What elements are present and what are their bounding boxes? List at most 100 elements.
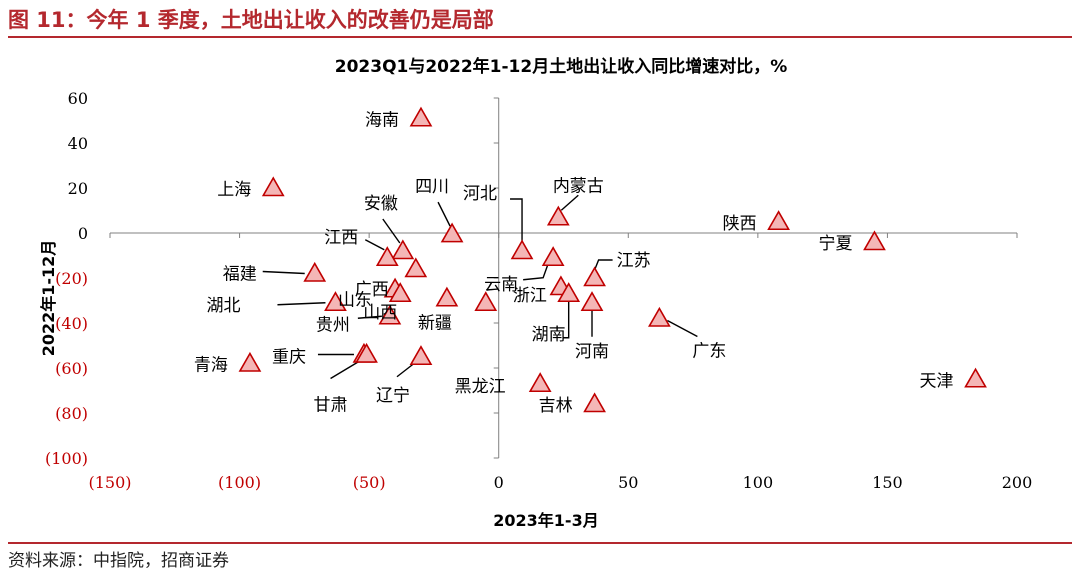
y-tick-label: 20 [68, 179, 88, 198]
point-marker [510, 239, 534, 260]
point-label: 山东 [338, 290, 372, 310]
point-label: 安徽 [364, 194, 398, 214]
point-label: 湖北 [206, 296, 240, 316]
point-marker [409, 345, 433, 366]
point-label: 广东 [692, 342, 726, 362]
point-marker [355, 342, 378, 363]
point-label: 四川 [415, 177, 449, 197]
point-marker [863, 230, 886, 251]
leader-line [523, 263, 549, 281]
leader-line [357, 315, 382, 319]
point-marker [557, 282, 581, 303]
point-marker [238, 351, 262, 372]
point-marker [324, 291, 347, 312]
point-marker [388, 282, 412, 303]
header-divider [8, 36, 1072, 38]
point-label: 江苏 [617, 251, 651, 271]
y-tick-label: 40 [68, 134, 88, 153]
leader-line [277, 302, 326, 306]
point-label: 海南 [365, 110, 399, 130]
point-marker [541, 246, 565, 267]
point-label: 内蒙古 [553, 176, 604, 196]
leader-line [562, 301, 570, 339]
chart-title: 2023Q1与2022年1-12月土地出让收入同比增速对比，% [335, 56, 787, 77]
point-label: 贵州 [316, 315, 350, 335]
point-label: 上海 [217, 180, 251, 200]
point-label: 河南 [575, 342, 609, 362]
point-marker [528, 372, 552, 393]
y-axis-label: 2022年1-12月 [39, 240, 58, 357]
y-tick-label: 0 [78, 224, 88, 243]
leader-line [396, 362, 416, 378]
point-marker [474, 291, 498, 312]
y-tick-label: (100) [45, 449, 88, 468]
point-marker [546, 205, 570, 226]
point-marker [378, 304, 402, 325]
point-marker [375, 246, 399, 267]
point-label: 湖南 [532, 325, 566, 345]
x-tick-label: 200 [1002, 473, 1033, 492]
source-note: 资料来源：中指院，招商证券 [8, 551, 229, 571]
point-marker [583, 266, 606, 287]
x-tick-label: 150 [872, 473, 903, 492]
x-tick-label: (100) [218, 473, 261, 492]
point-label: 甘肃 [314, 396, 348, 416]
point-label: 云南 [484, 275, 518, 295]
x-tick-label: 100 [743, 473, 774, 492]
figure-label: 图 11：今年 1 季度，土地出让收入的改善仍是局部 [8, 8, 494, 32]
footer-divider [8, 542, 1072, 544]
leader-line [560, 194, 579, 211]
leader-line [262, 270, 305, 275]
y-tick-label: (60) [55, 359, 88, 378]
point-label: 福建 [223, 265, 257, 285]
point-marker [440, 222, 464, 243]
leader-line [510, 198, 523, 241]
point-marker [648, 306, 671, 327]
point-label: 辽宁 [376, 386, 410, 406]
leader-lines [262, 194, 698, 380]
x-tick-label: (50) [353, 473, 386, 492]
point-label: 江西 [324, 228, 358, 248]
point-label: 天津 [920, 371, 954, 391]
leader-line [364, 239, 385, 251]
axes [109, 97, 1018, 459]
point-marker [580, 291, 604, 312]
point-label: 陕西 [723, 214, 757, 234]
point-label: 浙江 [513, 286, 547, 306]
data-points [238, 106, 987, 413]
point-label: 重庆 [272, 348, 306, 368]
leader-line [667, 319, 698, 338]
point-marker [303, 261, 327, 282]
point-label: 吉林 [539, 396, 573, 416]
x-tick-label: 50 [618, 473, 638, 492]
point-marker [404, 257, 428, 278]
leader-line [330, 359, 361, 380]
scatter-chart-container: 2023Q1与2022年1-12月土地出让收入同比增速对比，% (150) (10… [0, 40, 1080, 540]
point-marker [391, 239, 415, 260]
x-tick-label: (150) [88, 473, 131, 492]
point-marker [435, 286, 459, 307]
y-tick-label: (20) [55, 269, 88, 288]
point-label: 河北 [463, 184, 497, 204]
y-tick-label: 60 [68, 89, 88, 108]
point-label: 宁夏 [818, 234, 852, 254]
leader-line [382, 218, 401, 244]
scatter-chart: 2023Q1与2022年1-12月土地出让收入同比增速对比，% (150) (10… [39, 56, 1033, 530]
point-label: 山西 [363, 303, 397, 323]
leader-line [593, 259, 613, 271]
point-marker [583, 392, 606, 413]
point-label: 青海 [194, 356, 228, 376]
x-tick-label: 0 [494, 473, 504, 492]
point-marker [767, 210, 790, 231]
point-marker [261, 176, 285, 197]
x-axis-label: 2023年1-3月 [493, 511, 598, 530]
y-tick-label: (40) [55, 314, 88, 333]
point-marker [409, 106, 433, 127]
point-label: 广西 [355, 280, 389, 300]
leader-line [437, 201, 451, 227]
point-label: 黑龙江 [455, 377, 506, 397]
point-marker [964, 367, 987, 388]
y-tick-label: (80) [55, 404, 88, 423]
point-label: 新疆 [418, 313, 452, 333]
